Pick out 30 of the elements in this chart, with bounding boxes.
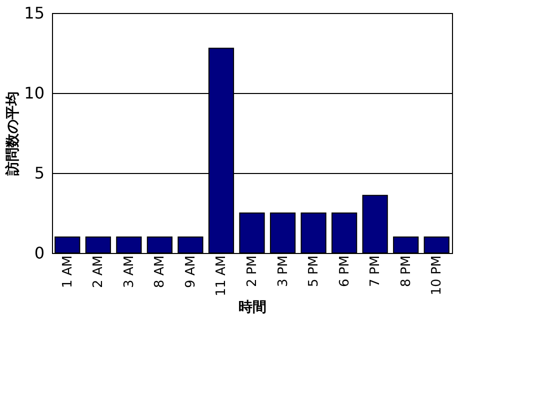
y-tick-label: 10 <box>24 84 44 102</box>
x-tick-label: 3 PM <box>276 256 291 287</box>
x-tick-label: 2 AM <box>91 256 106 288</box>
x-axis-title: 時間 <box>238 299 266 316</box>
bar <box>393 236 419 254</box>
x-tick-label: 1 AM <box>60 256 76 288</box>
bar <box>362 194 388 254</box>
bar <box>239 212 265 254</box>
x-tick-label: 9 AM <box>183 256 198 288</box>
y-axis-title: 訪問数の平均 <box>4 92 22 176</box>
x-tick-label: 6 PM <box>337 256 352 287</box>
y-tick-label: 15 <box>24 4 44 22</box>
bar <box>146 236 172 254</box>
x-tick-label: 3 AM <box>122 256 137 288</box>
y-tick-label: 5 <box>34 164 44 182</box>
bar <box>424 236 450 254</box>
bar <box>332 212 358 254</box>
bar <box>300 212 326 254</box>
bar <box>178 236 204 254</box>
x-tick-label: 8 PM <box>398 256 414 287</box>
x-tick-label: 5 PM <box>306 256 322 287</box>
bar <box>270 212 296 254</box>
x-tick-label: 10 PM <box>430 256 445 296</box>
x-tick-label: 2 PM <box>245 256 260 287</box>
x-tick-label: 11 AM <box>214 256 230 296</box>
y-tick-label: 0 <box>34 244 44 262</box>
bar <box>85 236 111 254</box>
x-tick-label: 7 PM <box>368 256 384 287</box>
bar <box>116 236 142 254</box>
x-tick-label: 8 AM <box>152 256 168 288</box>
